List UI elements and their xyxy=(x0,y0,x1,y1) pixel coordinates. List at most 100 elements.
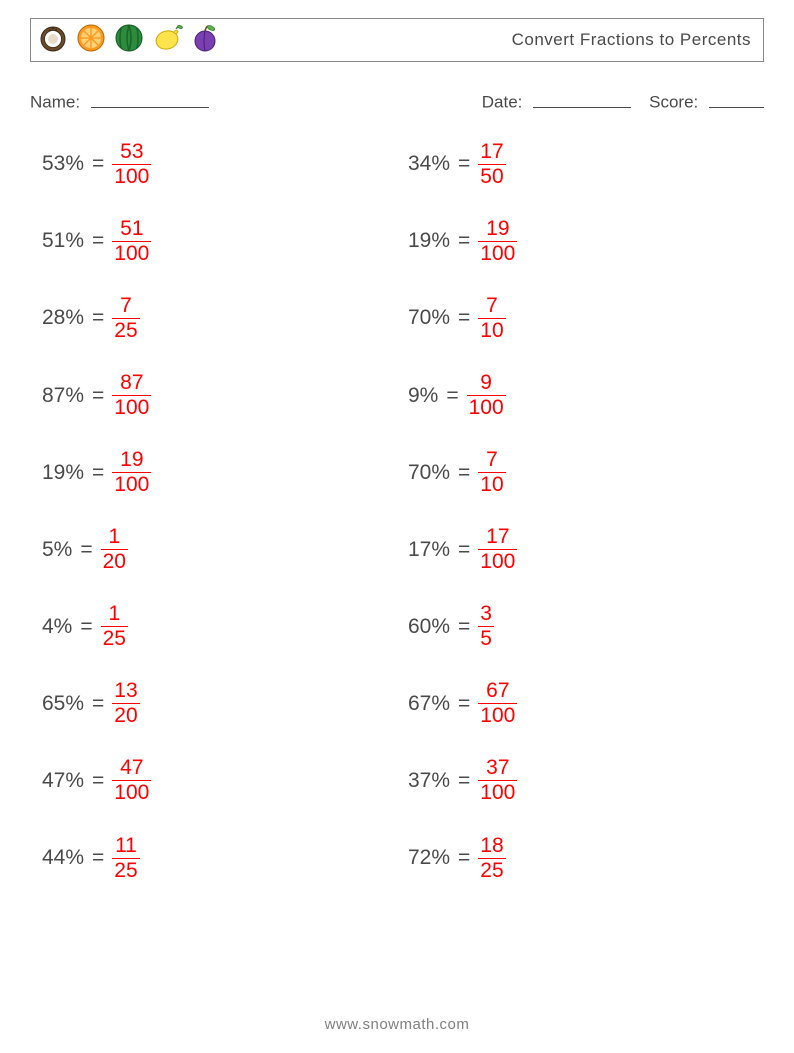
name-blank[interactable] xyxy=(91,88,209,108)
problem-grid: 53%=5310034%=175051%=5110019%=1910028%=7… xyxy=(30,141,764,882)
percent-value: 19% xyxy=(408,229,450,253)
problem: 28% = 725 xyxy=(42,295,398,342)
equals-sign: = xyxy=(458,306,470,330)
percent-value: 34% xyxy=(408,152,450,176)
fraction-answer: 1825 xyxy=(478,835,505,882)
meta-row: Name: Date: Score: xyxy=(30,88,764,113)
numerator: 17 xyxy=(478,141,505,163)
watermelon-icon xyxy=(113,22,145,59)
equals-sign: = xyxy=(458,692,470,716)
numerator: 37 xyxy=(484,757,511,779)
denominator: 100 xyxy=(112,397,151,419)
score-blank[interactable] xyxy=(709,88,764,108)
plum-icon xyxy=(189,22,221,59)
equals-sign: = xyxy=(458,846,470,870)
equals-sign: = xyxy=(458,229,470,253)
percent-value: 28% xyxy=(42,306,84,330)
problem: 19% = 19100 xyxy=(408,218,764,265)
percent-value: 87% xyxy=(42,384,84,408)
fraction-answer: 67100 xyxy=(478,680,517,727)
denominator: 100 xyxy=(478,551,517,573)
percent-value: 5% xyxy=(42,538,72,562)
fraction-answer: 710 xyxy=(478,295,505,342)
numerator: 11 xyxy=(113,835,139,857)
fraction-answer: 17100 xyxy=(478,526,517,573)
header-box: Convert Fractions to Percents xyxy=(30,18,764,62)
percent-value: 65% xyxy=(42,692,84,716)
equals-sign: = xyxy=(80,538,92,562)
problem: 65%=1320 xyxy=(42,680,398,727)
denominator: 100 xyxy=(112,166,151,188)
equals-sign: = xyxy=(92,846,104,870)
fraction-answer: 19100 xyxy=(478,218,517,265)
denominator: 5 xyxy=(478,628,494,650)
problem: 44%=1125 xyxy=(42,835,398,882)
equals-sign: = xyxy=(92,229,104,253)
percent-value: 17% xyxy=(408,538,450,562)
problem: 51%=51100 xyxy=(42,218,398,265)
problem: 17%=17100 xyxy=(408,526,764,573)
numerator: 3 xyxy=(478,603,494,625)
numerator: 9 xyxy=(478,372,494,394)
numerator: 17 xyxy=(484,526,511,548)
denominator: 100 xyxy=(478,782,517,804)
footer-url: www.snowmath.com xyxy=(0,1016,794,1033)
denominator: 100 xyxy=(467,397,506,419)
denominator: 10 xyxy=(478,474,505,496)
percent-value: 19% xyxy=(42,461,84,485)
numerator: 87 xyxy=(118,372,145,394)
percent-value: 72% xyxy=(408,846,450,870)
date-label-text: Date: xyxy=(482,93,523,112)
problem: 60% = 3 5 xyxy=(408,603,764,650)
percent-value: 60% xyxy=(408,615,450,639)
denominator: 100 xyxy=(478,243,517,265)
problem: 47%=47100 xyxy=(42,757,398,804)
equals-sign: = xyxy=(458,615,470,639)
worksheet-page: Convert Fractions to Percents Name: Date… xyxy=(0,0,794,1053)
fraction-answer: 53100 xyxy=(112,141,151,188)
problem: 9%=9100 xyxy=(408,372,764,419)
fraction-answer: 9100 xyxy=(467,372,506,419)
percent-value: 9% xyxy=(408,384,438,408)
fraction-answer: 120 xyxy=(101,526,128,573)
fraction-answer: 37100 xyxy=(478,757,517,804)
denominator: 100 xyxy=(112,243,151,265)
denominator: 100 xyxy=(478,705,517,727)
equals-sign: = xyxy=(92,306,104,330)
fruit-icon-row xyxy=(37,22,221,59)
denominator: 10 xyxy=(478,320,505,342)
denominator: 100 xyxy=(112,474,151,496)
equals-sign: = xyxy=(458,152,470,176)
denominator: 25 xyxy=(112,860,139,882)
denominator: 100 xyxy=(112,782,151,804)
name-label-text: Name: xyxy=(30,93,80,112)
percent-value: 37% xyxy=(408,769,450,793)
problem: 34%=1750 xyxy=(408,141,764,188)
fraction-answer: 1750 xyxy=(478,141,505,188)
percent-value: 67% xyxy=(408,692,450,716)
orange-slice-icon xyxy=(75,22,107,59)
fraction-answer: 1125 xyxy=(112,835,139,882)
equals-sign: = xyxy=(458,769,470,793)
percent-value: 70% xyxy=(408,306,450,330)
equals-sign: = xyxy=(92,152,104,176)
date-blank[interactable] xyxy=(533,88,631,108)
equals-sign: = xyxy=(92,384,104,408)
percent-value: 53% xyxy=(42,152,84,176)
fraction-answer: 725 xyxy=(112,295,139,342)
equals-sign: = xyxy=(458,461,470,485)
problem: 70%=710 xyxy=(408,295,764,342)
date-label: Date: xyxy=(482,88,631,113)
numerator: 18 xyxy=(478,835,505,857)
equals-sign: = xyxy=(80,615,92,639)
numerator: 13 xyxy=(112,680,139,702)
fraction-answer: 47100 xyxy=(112,757,151,804)
fraction-answer: 51100 xyxy=(112,218,151,265)
denominator: 20 xyxy=(101,551,128,573)
denominator: 50 xyxy=(478,166,505,188)
numerator: 19 xyxy=(118,449,145,471)
equals-sign: = xyxy=(92,461,104,485)
worksheet-title: Convert Fractions to Percents xyxy=(512,30,751,50)
numerator: 1 xyxy=(106,603,122,625)
numerator: 7 xyxy=(484,295,500,317)
